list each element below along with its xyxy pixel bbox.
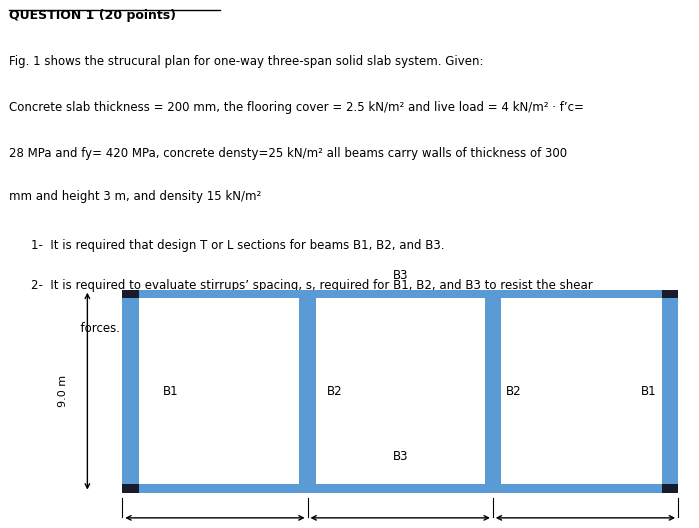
Bar xyxy=(122,290,678,493)
Text: B3: B3 xyxy=(392,450,408,463)
Bar xyxy=(662,290,678,298)
Bar xyxy=(501,298,662,484)
Bar xyxy=(316,298,484,484)
Text: mm and height 3 m, and density 15 kN/m²: mm and height 3 m, and density 15 kN/m² xyxy=(9,190,261,203)
Text: 28 MPa and fy= 420 MPa, concrete densty=25 kN/m² all beams carry walls of thickn: 28 MPa and fy= 420 MPa, concrete densty=… xyxy=(9,147,567,160)
Text: Fig. 1 shows the strucural plan for one-way three-span solid slab system. Given:: Fig. 1 shows the strucural plan for one-… xyxy=(9,55,484,68)
Text: Concrete slab thickness = 200 mm, the flooring cover = 2.5 kN/m² and live load =: Concrete slab thickness = 200 mm, the fl… xyxy=(9,101,584,114)
Bar xyxy=(138,298,299,484)
Text: 2-  It is required to evaluate stirrups’ spacing, s, required for B1, B2, and B3: 2- It is required to evaluate stirrups’ … xyxy=(31,279,593,291)
Text: 9.0 m: 9.0 m xyxy=(58,375,68,407)
Text: B1: B1 xyxy=(162,384,178,398)
Text: B3: B3 xyxy=(392,269,408,282)
Bar xyxy=(122,484,138,493)
Text: B1: B1 xyxy=(641,384,656,398)
Text: B2: B2 xyxy=(506,384,521,398)
Bar xyxy=(662,484,678,493)
Text: forces.: forces. xyxy=(58,322,120,335)
Text: B2: B2 xyxy=(326,384,342,398)
Text: QUESTION 1 (20 points): QUESTION 1 (20 points) xyxy=(9,9,176,22)
Text: 1-  It is required that design T or L sections for beams B1, B2, and B3.: 1- It is required that design T or L sec… xyxy=(31,239,445,252)
Bar xyxy=(122,290,138,298)
